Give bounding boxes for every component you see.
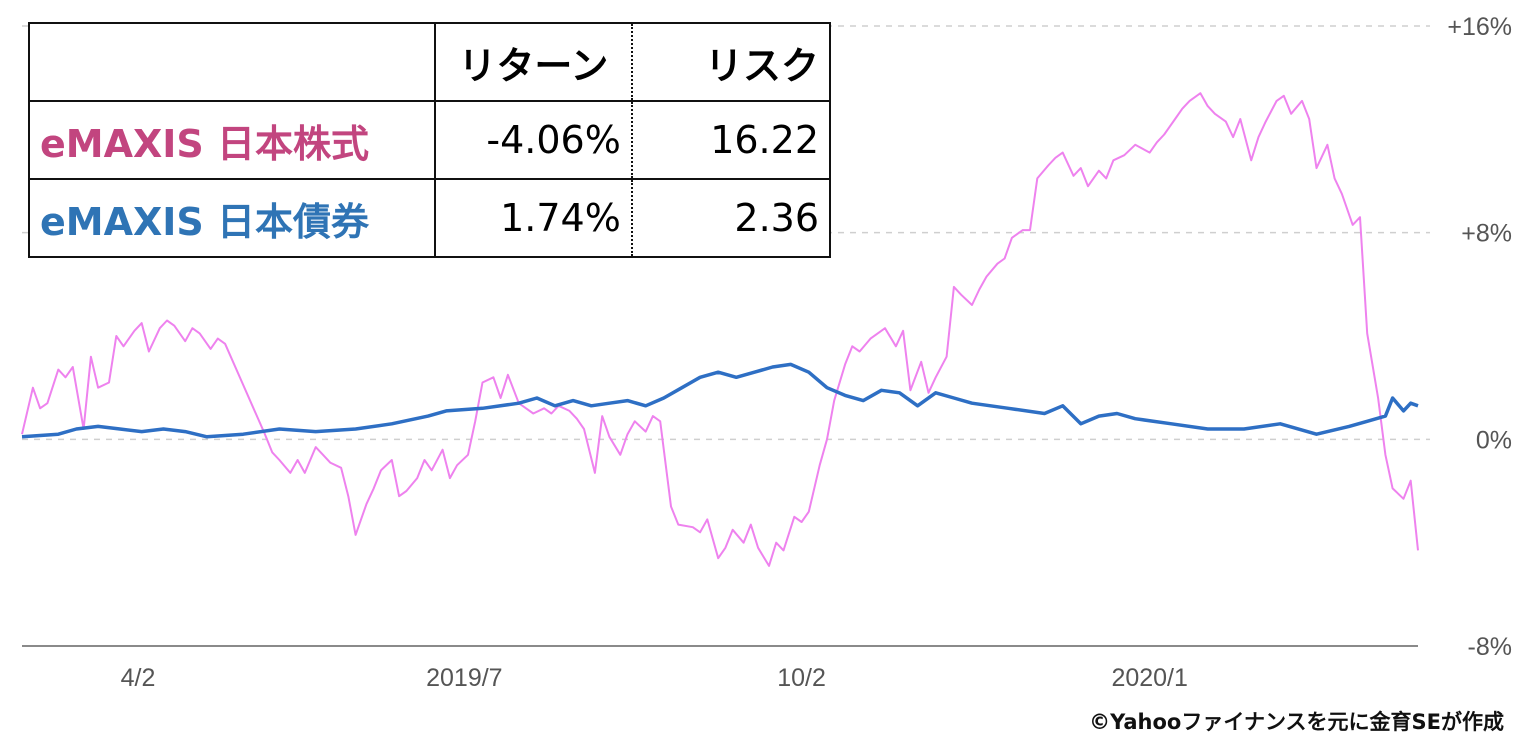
fund-name-bond: eMAXIS 日本債券 bbox=[29, 179, 436, 257]
x-tick-label: 10/2 bbox=[777, 664, 826, 692]
y-tick-label: -8% bbox=[1468, 633, 1512, 661]
risk-equity: 16.22 bbox=[631, 101, 830, 180]
series-line-bond bbox=[21, 362, 1419, 439]
return-bond: 1.74% bbox=[434, 179, 633, 257]
summary-header-return: リターン bbox=[434, 23, 633, 102]
tick-layer: +16% +8% 0% -8% 4/2 2019/7 10/2 2020/1 bbox=[121, 13, 1512, 692]
summary-row-bond: eMAXIS 日本債券 1.74% 2.36 bbox=[29, 179, 830, 257]
risk-bond: 2.36 bbox=[734, 196, 819, 240]
summary-table: リターン リスク eMAXIS 日本株式 -4.06% 16.22 eMAXIS… bbox=[28, 22, 831, 258]
summary-header-risk: リスク bbox=[631, 23, 830, 102]
x-tick-label: 2020/1 bbox=[1111, 664, 1187, 692]
fund-name-equity: eMAXIS 日本株式 bbox=[29, 101, 436, 180]
summary-header-blank bbox=[29, 23, 436, 102]
summary-header-row: リターン リスク bbox=[29, 23, 830, 102]
series-layer bbox=[21, 92, 1419, 567]
x-tick-label: 4/2 bbox=[121, 664, 156, 692]
x-tick-label: 2019/7 bbox=[426, 664, 502, 692]
return-equity: -4.06% bbox=[434, 101, 633, 180]
summary-row-equity: eMAXIS 日本株式 -4.06% 16.22 bbox=[29, 101, 830, 180]
source-credit: ©Yahooファイナンスを元に金育SEが作成 bbox=[1089, 710, 1504, 734]
series-line-equity bbox=[21, 92, 1419, 567]
y-tick-label: 0% bbox=[1476, 426, 1512, 454]
y-tick-label: +16% bbox=[1447, 13, 1512, 41]
y-tick-label: +8% bbox=[1461, 220, 1512, 248]
